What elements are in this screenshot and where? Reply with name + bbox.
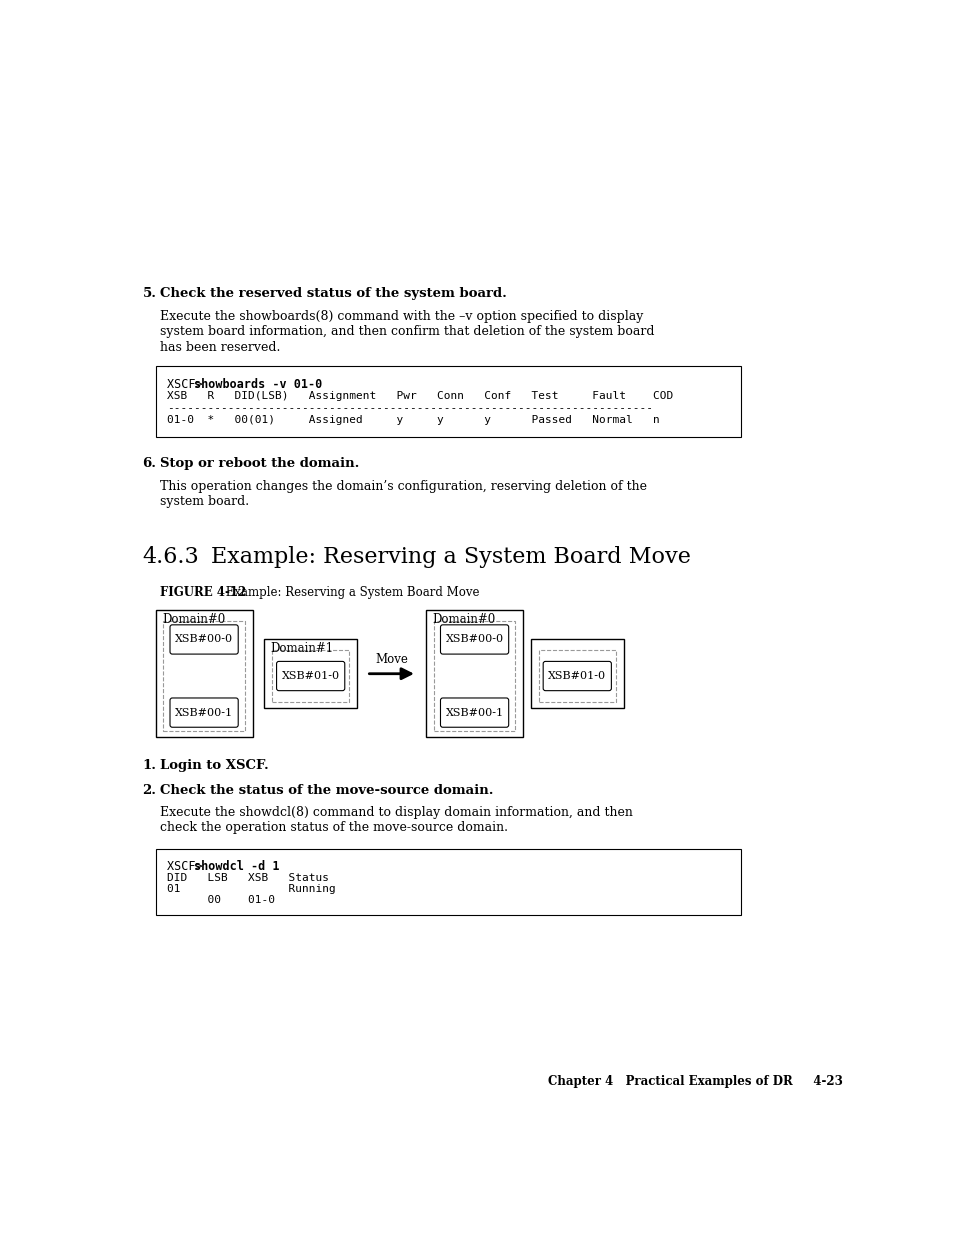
Text: system board.: system board. xyxy=(159,495,249,509)
Text: Example: Reserving a System Board Move: Example: Reserving a System Board Move xyxy=(211,546,690,568)
Text: This operation changes the domain’s configuration, reserving deletion of the: This operation changes the domain’s conf… xyxy=(159,480,646,493)
FancyBboxPatch shape xyxy=(170,625,238,655)
Text: FIGURE 4-12: FIGURE 4-12 xyxy=(159,585,246,599)
FancyBboxPatch shape xyxy=(272,650,349,703)
Text: XSB   R   DID(LSB)   Assignment   Pwr   Conn   Conf   Test     Fault    COD: XSB R DID(LSB) Assignment Pwr Conn Conf … xyxy=(167,391,673,401)
Text: XSB#01-0: XSB#01-0 xyxy=(548,671,606,680)
Text: DID   LSB   XSB   Status: DID LSB XSB Status xyxy=(167,873,329,883)
Text: Example: Reserving a System Board Move: Example: Reserving a System Board Move xyxy=(221,585,478,599)
Text: XSB#00-0: XSB#00-0 xyxy=(174,635,233,645)
FancyBboxPatch shape xyxy=(155,610,253,737)
Text: XSCF>: XSCF> xyxy=(167,861,210,873)
FancyBboxPatch shape xyxy=(440,698,508,727)
Text: 5.: 5. xyxy=(142,287,156,300)
FancyBboxPatch shape xyxy=(264,638,356,709)
Text: 1.: 1. xyxy=(142,758,156,772)
Text: system board information, and then confirm that deletion of the system board: system board information, and then confi… xyxy=(159,325,654,338)
Text: Stop or reboot the domain.: Stop or reboot the domain. xyxy=(159,457,358,471)
Text: Domain#0: Domain#0 xyxy=(432,614,495,626)
FancyBboxPatch shape xyxy=(537,650,616,703)
Text: XSB#00-0: XSB#00-0 xyxy=(445,635,503,645)
Text: Chapter 4   Practical Examples of DR     4-23: Chapter 4 Practical Examples of DR 4-23 xyxy=(548,1074,842,1088)
Text: 00    01-0: 00 01-0 xyxy=(167,895,275,905)
FancyBboxPatch shape xyxy=(426,610,522,737)
Text: Check the status of the move-source domain.: Check the status of the move-source doma… xyxy=(159,784,493,798)
FancyBboxPatch shape xyxy=(440,625,508,655)
FancyBboxPatch shape xyxy=(156,848,740,915)
FancyBboxPatch shape xyxy=(156,366,740,437)
Text: XSB#00-1: XSB#00-1 xyxy=(445,708,503,718)
Text: Move: Move xyxy=(375,653,408,666)
FancyBboxPatch shape xyxy=(276,662,344,690)
Text: has been reserved.: has been reserved. xyxy=(159,341,279,353)
Text: 6.: 6. xyxy=(142,457,156,471)
FancyBboxPatch shape xyxy=(530,638,623,709)
FancyBboxPatch shape xyxy=(434,621,515,731)
Text: Domain#1: Domain#1 xyxy=(270,642,334,655)
Text: ------------------------------------------------------------------------: ----------------------------------------… xyxy=(167,403,653,412)
FancyBboxPatch shape xyxy=(542,662,611,690)
Text: 01-0  *   00(01)     Assigned     y     y      y      Passed   Normal   n: 01-0 * 00(01) Assigned y y y Passed Norm… xyxy=(167,415,659,425)
Text: 2.: 2. xyxy=(142,784,156,798)
Text: Check the reserved status of the system board.: Check the reserved status of the system … xyxy=(159,287,506,300)
Text: XSCF>: XSCF> xyxy=(167,378,210,390)
FancyBboxPatch shape xyxy=(170,698,238,727)
Text: Domain#0: Domain#0 xyxy=(162,614,225,626)
Text: XSB#00-1: XSB#00-1 xyxy=(174,708,233,718)
Text: Execute the showdcl(8) command to display domain information, and then: Execute the showdcl(8) command to displa… xyxy=(159,805,632,819)
Text: 4.6.3: 4.6.3 xyxy=(142,546,199,568)
Text: showboards -v 01-0: showboards -v 01-0 xyxy=(194,378,322,390)
FancyBboxPatch shape xyxy=(163,621,245,731)
Text: Execute the showboards(8) command with the –v option specified to display: Execute the showboards(8) command with t… xyxy=(159,310,642,322)
Text: check the operation status of the move-source domain.: check the operation status of the move-s… xyxy=(159,821,507,834)
Text: showdcl -d 1: showdcl -d 1 xyxy=(194,861,279,873)
Text: Login to XSCF.: Login to XSCF. xyxy=(159,758,268,772)
Text: XSB#01-0: XSB#01-0 xyxy=(281,671,339,680)
Text: 01                Running: 01 Running xyxy=(167,884,335,894)
